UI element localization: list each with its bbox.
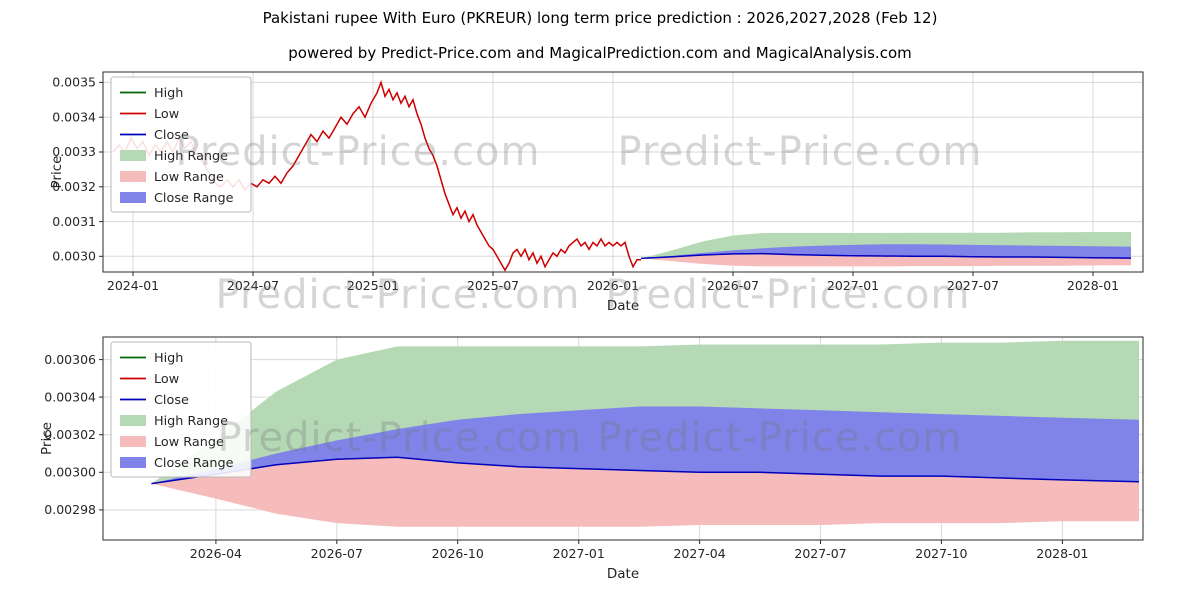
y-tick-label: 0.00298 — [44, 502, 96, 517]
plot-border — [102, 336, 1144, 541]
x-tick-label: 2024-01 — [107, 278, 159, 293]
line-close — [151, 456, 1140, 485]
legend: High Low Close High Range Low Range Close Ran… — [110, 76, 252, 213]
x-tick-label: 2024-07 — [227, 278, 279, 293]
legend: High Low Close High Range Low Range Close Ran… — [110, 341, 252, 478]
legend-label: Low — [154, 107, 179, 122]
legend-sample-patch — [120, 457, 146, 468]
y-tick-label: 0.0030 — [52, 249, 96, 264]
y-tick-label: 0.0033 — [52, 144, 96, 159]
legend-sample-patch — [120, 415, 146, 426]
x-axis-label: Date — [607, 298, 639, 314]
y-tick-label: 0.00300 — [44, 465, 96, 480]
y-axis-label: Price — [49, 156, 65, 189]
x-tick-label: 2028-01 — [1067, 278, 1119, 293]
x-tick-label: 2027-07 — [794, 546, 846, 561]
x-tick-label: 2028-01 — [1036, 546, 1088, 561]
legend-label: Close — [154, 393, 189, 408]
x-tick-label: 2027-01 — [553, 546, 605, 561]
legend-label: High Range — [154, 149, 228, 164]
x-tick-label: 2027-04 — [673, 546, 725, 561]
forecast-detail-chart: 2026-04 2026-07 2026-10 2027-01 2027-04 2027-… — [39, 336, 1144, 582]
y-tick-label: 0.0034 — [52, 109, 96, 124]
page-subtitle: powered by Predict-Price.com and Magical… — [288, 44, 912, 62]
band-close_range — [151, 406, 1139, 484]
legend-label: High — [154, 86, 183, 101]
x-tick-label: 2026-10 — [432, 546, 484, 561]
legend-sample-patch — [120, 171, 146, 182]
x-tick-label: 2025-07 — [467, 278, 519, 293]
page-title: Pakistani rupee With Euro (PKREUR) long … — [262, 9, 938, 27]
y-tick-label: 0.00302 — [44, 427, 96, 442]
legend-label: High Range — [154, 414, 228, 429]
legend-label: High — [154, 351, 183, 366]
legend-label: Close Range — [154, 456, 234, 471]
x-tick-label: 2026-04 — [190, 546, 242, 561]
x-tick-label: 2026-01 — [587, 278, 639, 293]
y-tick-label: 0.00304 — [44, 389, 96, 404]
y-axis-label: Price — [39, 422, 55, 455]
x-axis-label: Date — [607, 566, 639, 582]
x-tick-label: 2025-01 — [347, 278, 399, 293]
line-close — [640, 252, 1132, 260]
legend-label: Low Range — [154, 170, 224, 185]
x-tick-label: 2027-01 — [827, 278, 879, 293]
band-low_range — [641, 253, 1131, 267]
x-tick-label: 2027-10 — [915, 546, 967, 561]
y-tick-label: 0.0031 — [52, 214, 96, 229]
legend-label: Low Range — [154, 435, 224, 450]
legend-label: Low — [154, 372, 179, 387]
legend-label: Close Range — [154, 191, 234, 206]
legend-sample-patch — [120, 192, 146, 203]
price-history-chart: 2024-01 2024-07 2025-01 2025-07 2026-01 2026-… — [49, 71, 1144, 314]
y-tick-label: 0.0032 — [52, 179, 96, 194]
band-low_range — [151, 457, 1139, 527]
band-close_range — [641, 244, 1131, 259]
legend-sample-patch — [120, 436, 146, 447]
y-tick-label: 0.0035 — [52, 75, 96, 90]
plot-border — [102, 71, 1144, 273]
legend-label: Close — [154, 128, 189, 143]
x-tick-label: 2027-07 — [947, 278, 999, 293]
y-tick-label: 0.00306 — [44, 352, 96, 367]
x-tick-label: 2026-07 — [707, 278, 759, 293]
x-tick-label: 2026-07 — [311, 546, 363, 561]
legend-sample-patch — [120, 150, 146, 161]
